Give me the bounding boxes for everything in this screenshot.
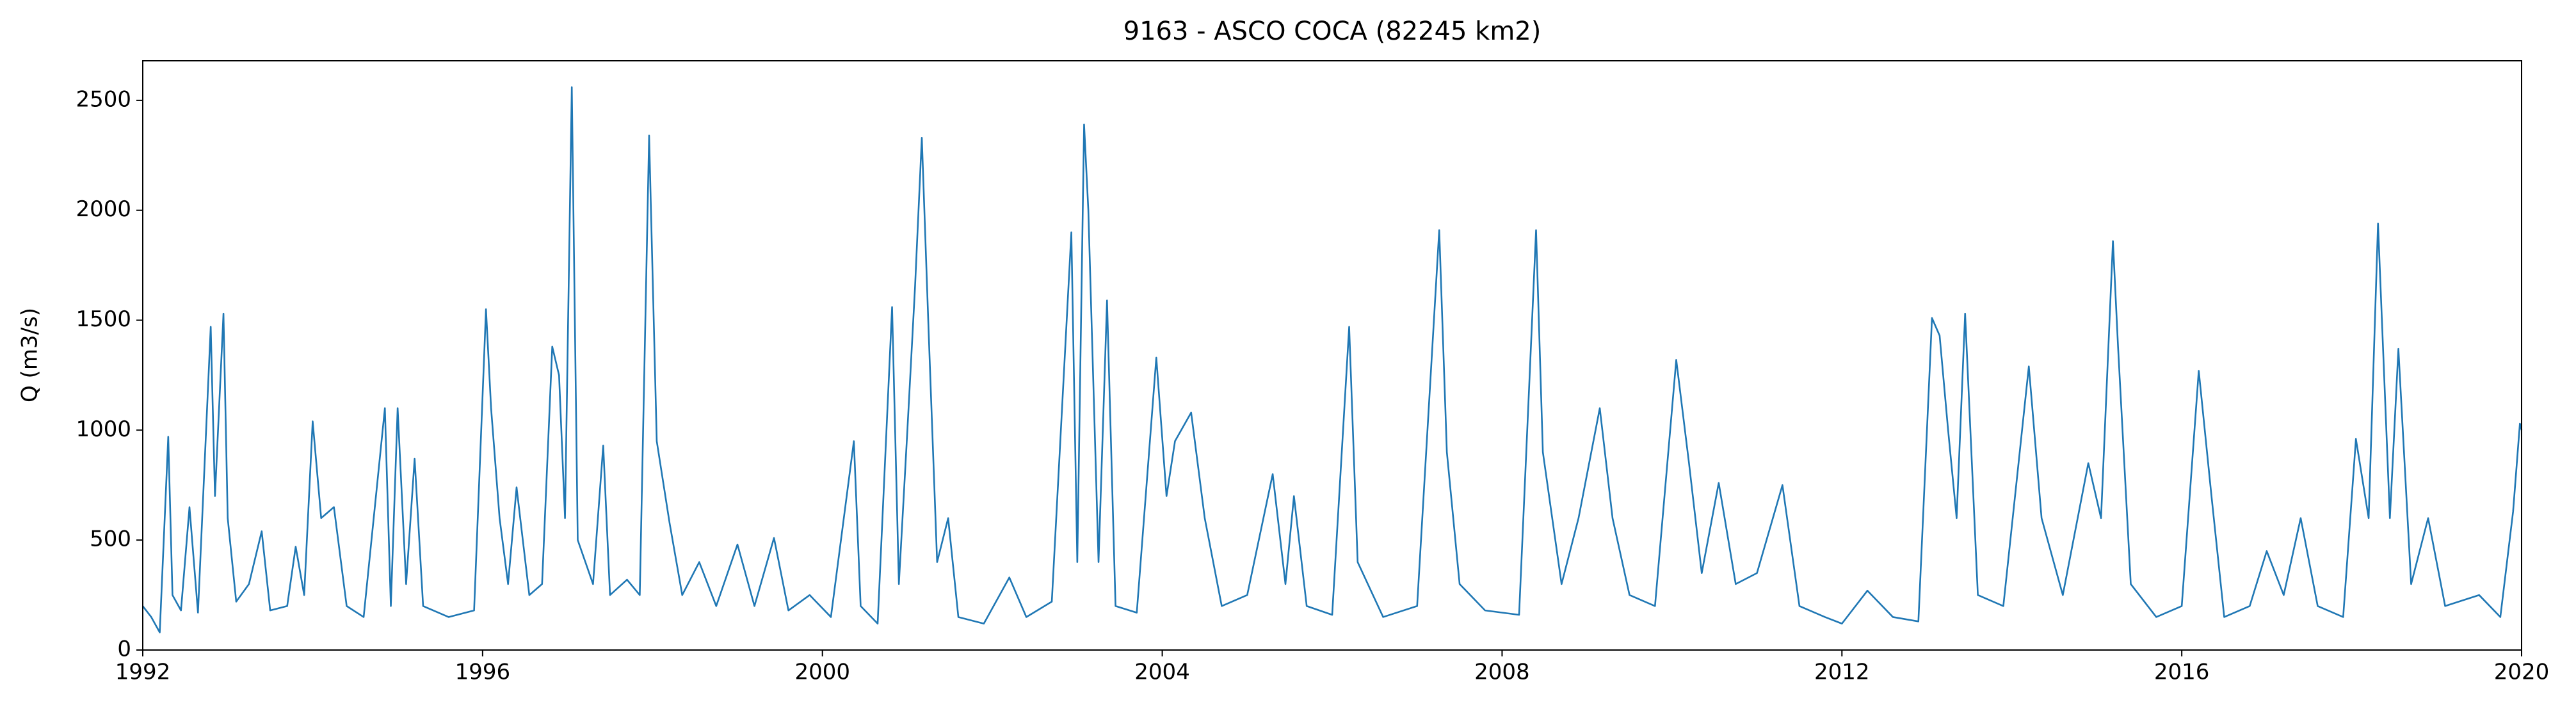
data-line xyxy=(141,86,2523,633)
x-tick-label: 2008 xyxy=(1474,660,1530,685)
y-axis-label: Q (m3/s) xyxy=(17,308,43,402)
y-tick-label: 1500 xyxy=(76,306,131,332)
x-tick-label: 2012 xyxy=(1814,660,1870,685)
y-tick-label: 0 xyxy=(117,637,131,662)
y-tick-label: 2500 xyxy=(76,86,131,112)
x-tick-label: 2004 xyxy=(1134,660,1190,685)
x-tick-label: 2016 xyxy=(2154,660,2210,685)
x-tick-label: 2020 xyxy=(2494,660,2550,685)
y-tick-label: 500 xyxy=(90,527,131,552)
x-tick-label: 2000 xyxy=(794,660,850,685)
plot-frame xyxy=(142,60,2522,651)
y-tick-label: 2000 xyxy=(76,196,131,222)
x-tick-label: 1992 xyxy=(115,660,171,685)
x-tick-label: 1996 xyxy=(455,660,511,685)
y-tick-label: 1000 xyxy=(76,416,131,442)
chart-title: 9163 - ASCO COCA (82245 km2) xyxy=(1123,17,1542,46)
